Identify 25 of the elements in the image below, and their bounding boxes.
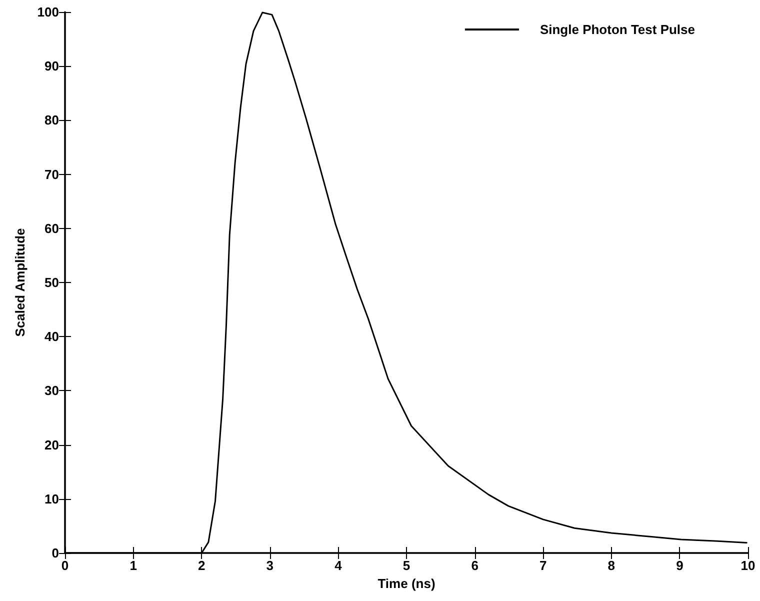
- x-axis-title: Time (ns): [378, 576, 436, 591]
- x-tick-label: 7: [539, 558, 547, 573]
- x-tick-label: 3: [266, 558, 274, 573]
- y-tick-label: 30: [44, 383, 59, 398]
- x-tick-label: 1: [130, 558, 137, 573]
- x-tick-label: 2: [198, 558, 206, 573]
- x-tick-label: 6: [471, 558, 478, 573]
- x-tick-label: 8: [608, 558, 616, 573]
- y-tick-label: 10: [44, 491, 59, 506]
- x-tick-label: 5: [402, 558, 410, 573]
- y-tick-label: 50: [44, 275, 59, 290]
- y-tick-label: 60: [44, 220, 59, 236]
- y-axis-title: Scaled Amplitude: [12, 228, 28, 337]
- y-tick-label: 70: [44, 166, 59, 182]
- x-tick-label: 4: [334, 558, 343, 573]
- y-tick-label: 0: [52, 546, 59, 560]
- x-tick-label: 10: [740, 558, 756, 573]
- y-tick-label: 40: [44, 329, 59, 344]
- y-tick-label: 90: [44, 58, 59, 74]
- x-tick-label: 9: [676, 558, 684, 573]
- y-tick-label: 80: [44, 112, 59, 128]
- legend-label: Single Photon Test Pulse: [540, 22, 696, 37]
- y-tick-label: 20: [44, 437, 59, 452]
- y-tick-label: 100: [37, 4, 59, 20]
- x-tick-label: 0: [61, 558, 69, 573]
